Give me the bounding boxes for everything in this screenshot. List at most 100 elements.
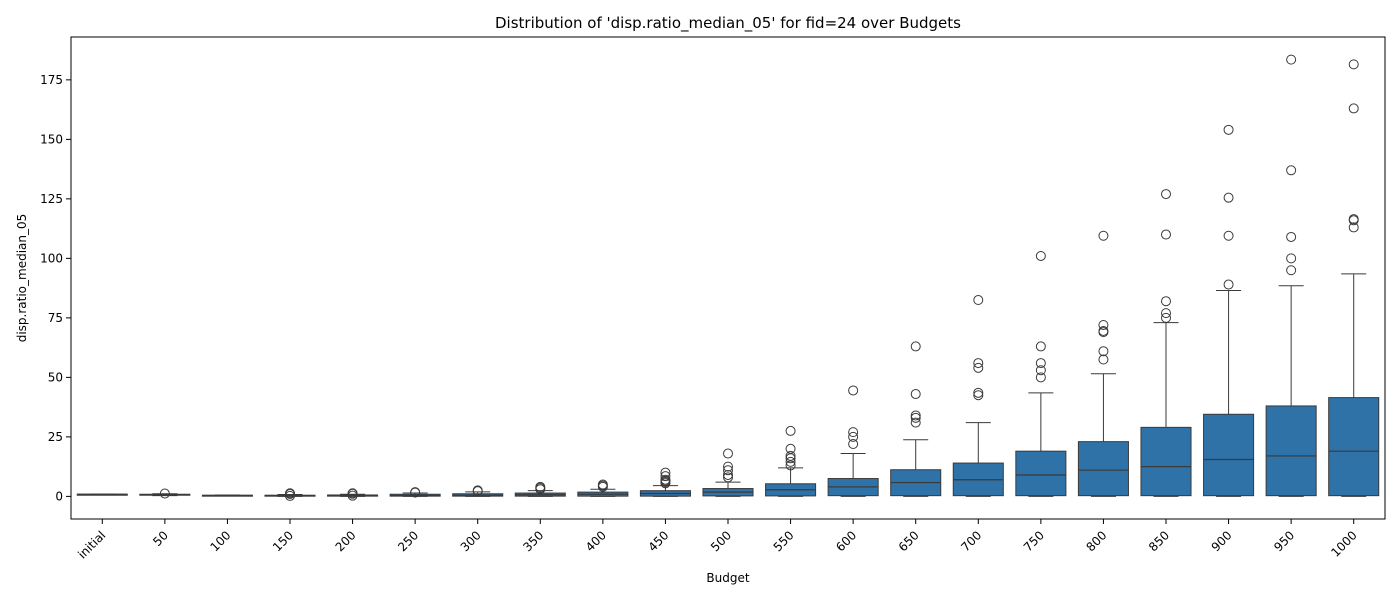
outlier-point — [785, 456, 796, 467]
outlier-point — [1098, 346, 1109, 357]
outlier-point — [1098, 230, 1109, 241]
y-axis-label: disp.ratio_median_05 — [15, 214, 29, 343]
outlier-point — [1035, 250, 1046, 261]
outlier-point — [785, 425, 796, 436]
x-tick-label: 300 — [458, 528, 484, 554]
box-950 — [1265, 54, 1317, 497]
box-iqr — [1328, 397, 1380, 497]
outlier-point — [723, 465, 733, 476]
outlier-point — [597, 479, 608, 490]
outlier-point — [1286, 165, 1297, 176]
box-150 — [264, 488, 316, 501]
outlier-point — [910, 417, 921, 428]
outlier-point — [1161, 312, 1171, 323]
outlier-point — [1348, 214, 1359, 225]
outlier-point — [785, 443, 796, 454]
outlier-point — [910, 410, 921, 421]
x-tick-label: 150 — [270, 528, 296, 554]
outlier-point — [1161, 296, 1171, 307]
outlier-point — [973, 362, 984, 373]
y-tick-label: 125 — [40, 192, 63, 206]
x-tick-label: 400 — [583, 528, 609, 554]
outlier-point — [1161, 229, 1171, 240]
outlier-point — [159, 488, 170, 499]
outlier-point — [535, 481, 546, 492]
x-tick-label: 200 — [333, 528, 359, 554]
box-1000 — [1328, 59, 1380, 497]
box-iqr — [1077, 441, 1129, 497]
outlier-point — [910, 389, 921, 400]
outlier-point — [1348, 59, 1359, 70]
y-tick-label: 50 — [48, 370, 63, 384]
box-iqr — [1140, 426, 1192, 497]
x-tick-label: 700 — [958, 528, 984, 554]
x-axis-label: Budget — [706, 571, 749, 585]
outlier-point — [1286, 253, 1297, 264]
x-tick-label: 350 — [520, 528, 546, 554]
outlier-point — [1348, 222, 1359, 233]
outlier-point — [785, 453, 796, 464]
outlier-point — [910, 341, 921, 352]
box-iqr — [1203, 413, 1255, 497]
box-750 — [1015, 250, 1067, 497]
outlier-point — [848, 431, 859, 442]
x-tick-label: 950 — [1271, 528, 1297, 554]
x-tick-label: 450 — [645, 528, 671, 554]
outlier-point — [785, 450, 796, 461]
box-250 — [389, 487, 441, 498]
x-axis: initial 50 100 150 200 250 300 350 400 450 500 550 6… — [75, 519, 1360, 561]
outlier-point — [1223, 279, 1234, 290]
x-tick-label: 100 — [207, 528, 233, 554]
y-tick-label: 0 — [55, 489, 63, 503]
box-initial — [76, 493, 128, 496]
outlier-point — [472, 485, 483, 496]
x-tick-label: 500 — [708, 528, 734, 554]
outlier-point — [1161, 308, 1171, 319]
box-300 — [452, 485, 504, 497]
x-tick-label: 800 — [1083, 528, 1109, 554]
outlier-point — [1035, 372, 1046, 383]
outlier-point — [1223, 124, 1234, 135]
box-200 — [327, 488, 379, 501]
chart-title: Distribution of 'disp.ratio_median_05' f… — [495, 14, 961, 33]
outlier-point — [848, 439, 859, 450]
outlier-point — [848, 427, 859, 438]
box-100 — [201, 494, 253, 497]
outlier-point — [973, 387, 984, 398]
outlier-point — [785, 460, 796, 471]
y-axis: 0 25 50 75 100 125 150 175 — [40, 73, 71, 503]
x-tick-label: 600 — [833, 528, 859, 554]
box-iqr — [1015, 450, 1067, 497]
outlier-point — [660, 467, 671, 478]
x-tick-label: 250 — [395, 528, 421, 554]
outlier-point — [1098, 354, 1109, 365]
box-700 — [952, 295, 1004, 497]
outlier-point — [1286, 231, 1297, 242]
x-tick-label: 50 — [150, 528, 171, 549]
outlier-point — [723, 472, 733, 483]
x-tick-label: 750 — [1021, 528, 1047, 554]
outlier-point — [410, 487, 421, 498]
outlier-point — [1035, 365, 1046, 376]
outlier-point — [723, 469, 733, 480]
box-600 — [827, 385, 879, 497]
box-800 — [1077, 230, 1129, 497]
outlier-point — [973, 295, 984, 306]
x-tick-label: 900 — [1209, 528, 1235, 554]
outlier-point — [910, 412, 921, 423]
box-900 — [1203, 124, 1255, 497]
box-550 — [765, 425, 817, 497]
x-tick-label: 850 — [1146, 528, 1172, 554]
outlier-point — [848, 385, 859, 396]
x-tick-label: 550 — [771, 528, 797, 554]
outlier-point — [1161, 189, 1171, 200]
box-50 — [139, 488, 191, 499]
x-tick-label: 1000 — [1328, 528, 1359, 559]
y-tick-label: 25 — [48, 430, 63, 444]
outlier-point — [285, 488, 295, 499]
box-350 — [514, 481, 566, 497]
box-500 — [702, 448, 754, 497]
y-tick-label: 75 — [48, 311, 63, 325]
